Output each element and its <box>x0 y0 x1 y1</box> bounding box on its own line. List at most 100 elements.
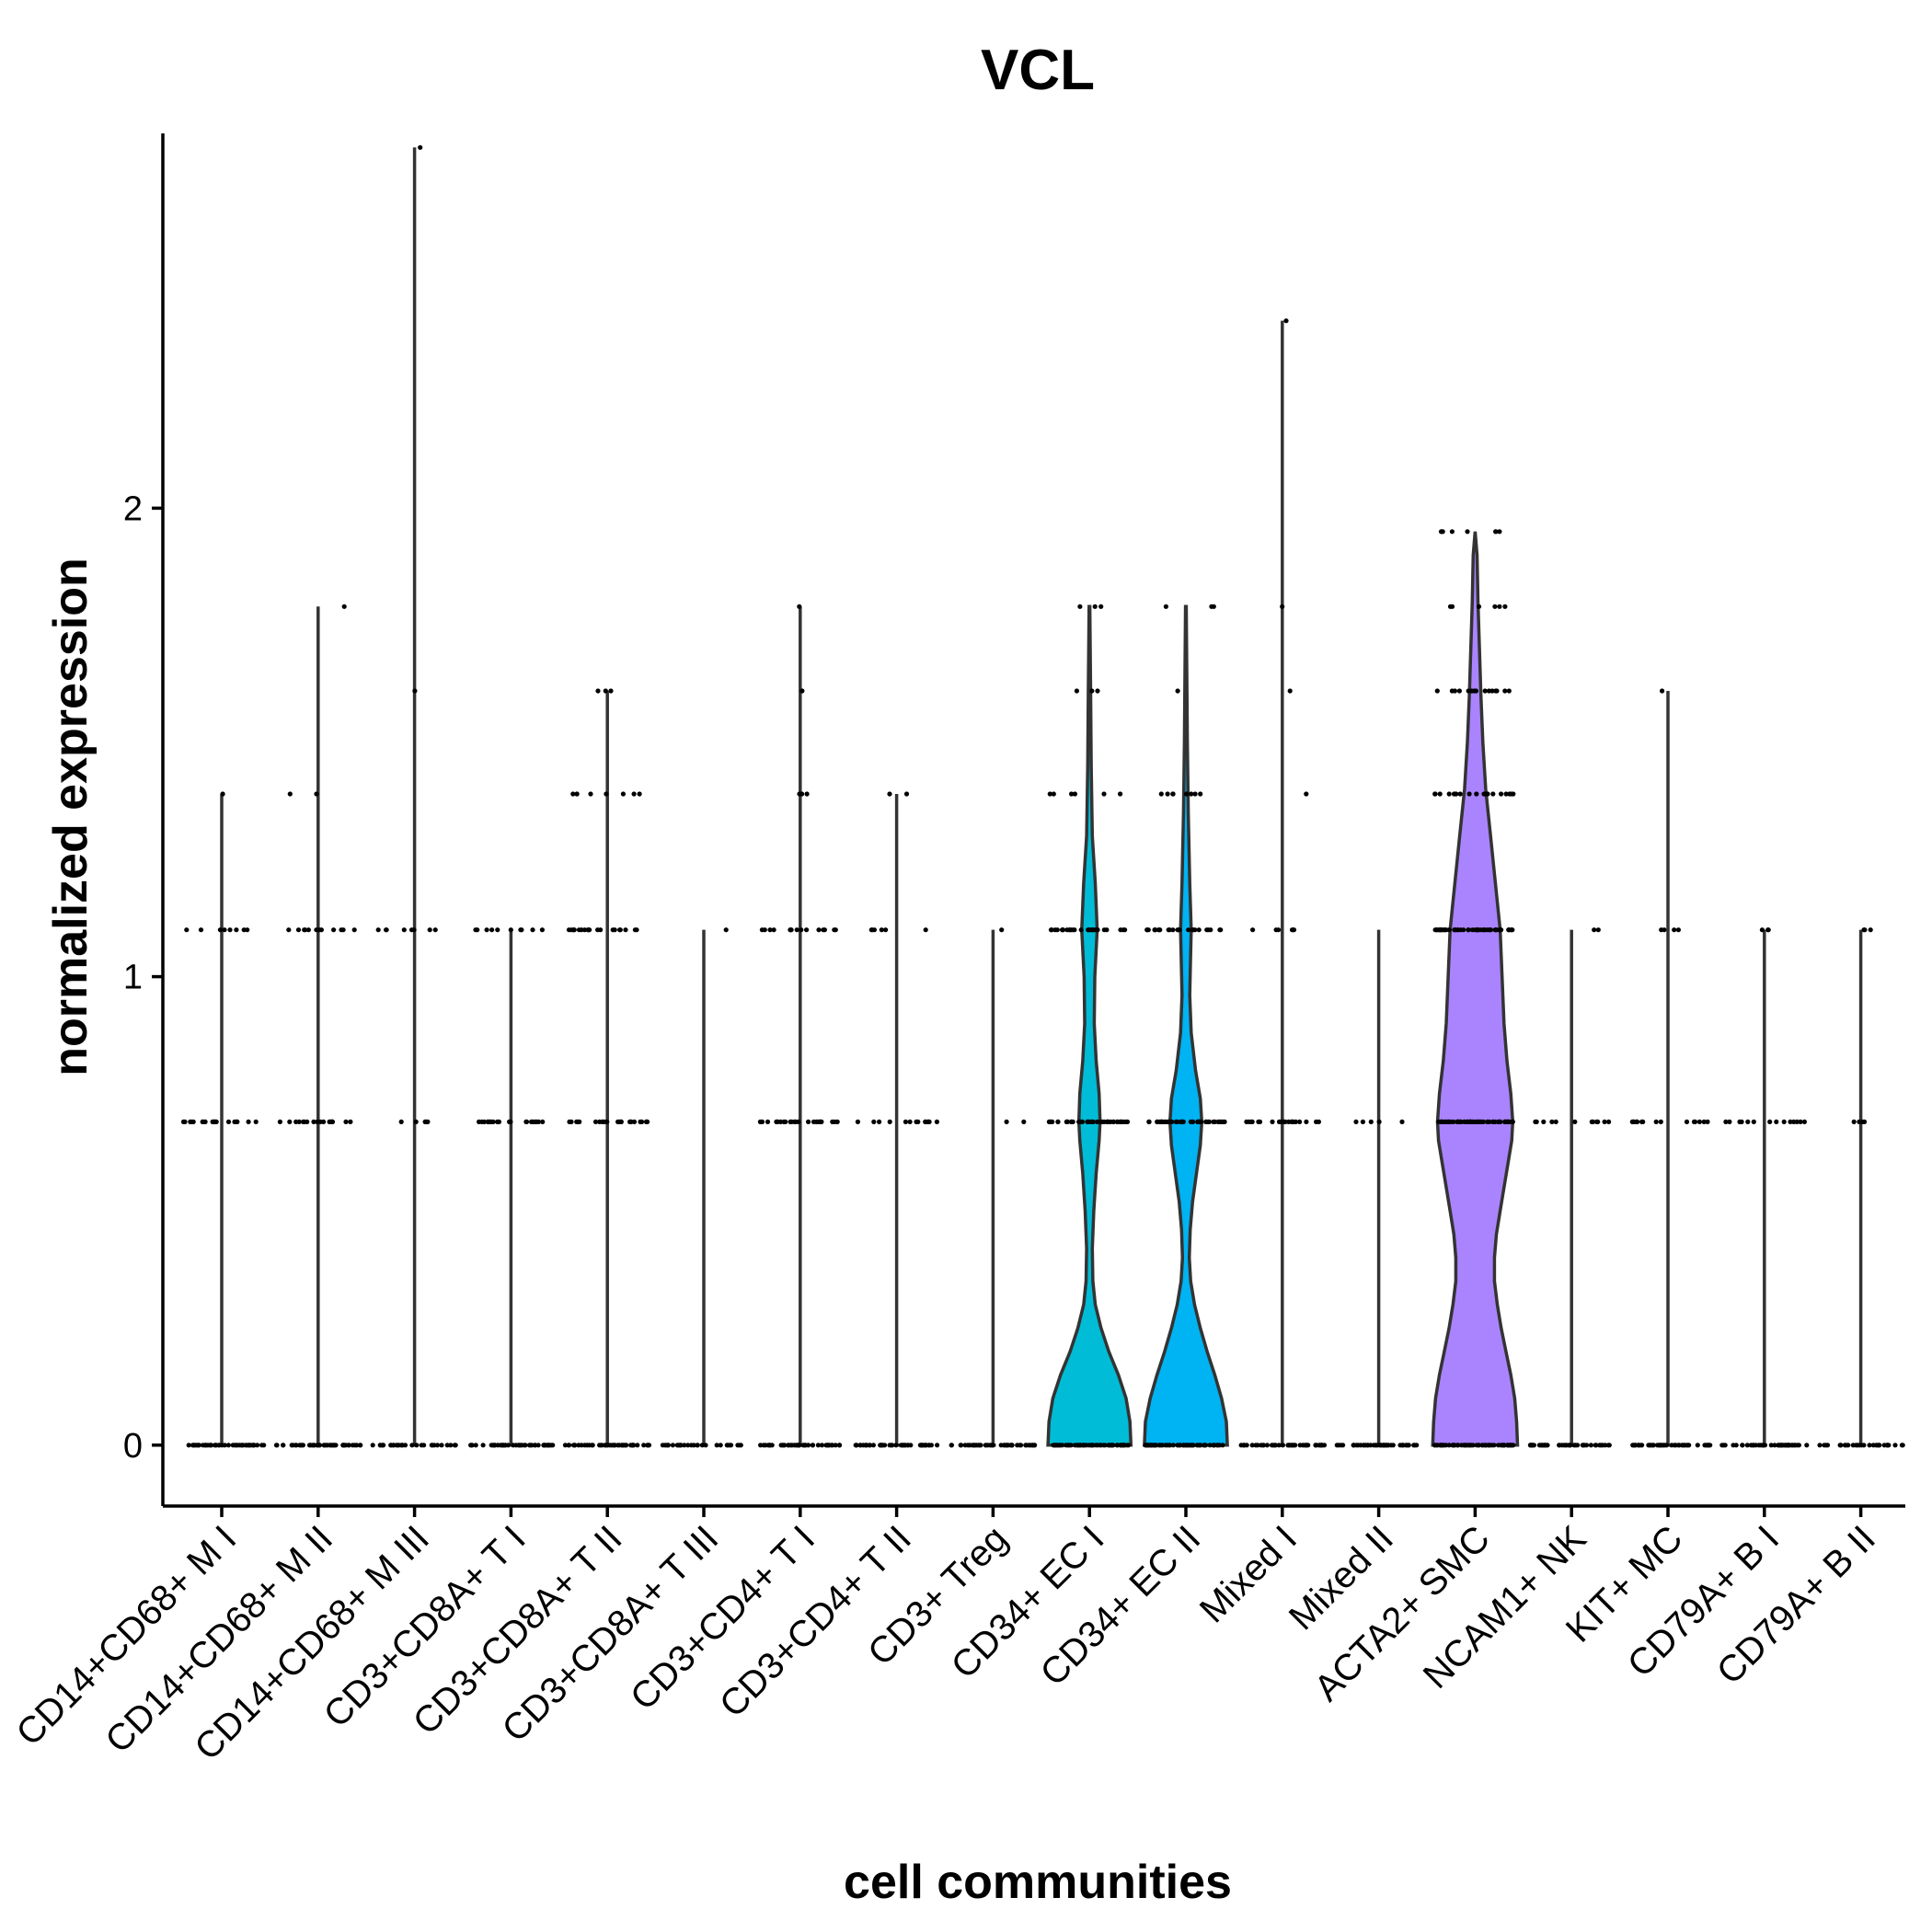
point-0-1-12 <box>253 1119 259 1124</box>
point-0-1-16 <box>190 1119 196 1124</box>
point-0-1-17 <box>232 1119 237 1124</box>
point-10-4-0 <box>1175 688 1180 694</box>
point-12-0-41 <box>1384 1443 1389 1448</box>
point-4-1-20 <box>600 1119 605 1124</box>
point-0-0-2 <box>230 1443 236 1448</box>
point-13-4-3 <box>1456 688 1462 694</box>
point-15-0-4 <box>1695 1443 1700 1448</box>
point-4-0-36 <box>590 1443 595 1448</box>
point-0-3-0 <box>220 791 225 797</box>
point-13-0-44 <box>1501 1443 1507 1448</box>
point-14-0-43 <box>1538 1443 1544 1448</box>
point-9-5-2 <box>1098 604 1104 609</box>
point-13-1-52 <box>1455 1119 1460 1124</box>
point-4-2-4 <box>566 927 572 933</box>
point-15-0-28 <box>1650 1443 1656 1448</box>
point-4-1-12 <box>618 1119 624 1124</box>
point-12-0-42 <box>1399 1443 1405 1448</box>
point-4-3-4 <box>604 791 609 797</box>
point-10-3-6 <box>1170 791 1176 797</box>
point-7-0-27 <box>854 1443 859 1448</box>
point-6-1-19 <box>817 1119 822 1124</box>
x-axis-title: cell communities <box>844 1856 1232 1909</box>
point-8-0-39 <box>1029 1443 1035 1448</box>
point-2-1-3 <box>422 1119 428 1124</box>
point-10-1-37 <box>1179 1119 1185 1124</box>
point-8-0-6 <box>983 1443 988 1448</box>
point-11-0-21 <box>1260 1443 1267 1448</box>
point-14-2-1 <box>1592 927 1597 933</box>
point-5-0-6 <box>699 1443 705 1448</box>
point-15-0-39 <box>1676 1443 1682 1448</box>
point-4-1-24 <box>627 1119 633 1124</box>
point-0-0-40 <box>213 1443 219 1448</box>
point-3-0-37 <box>468 1443 474 1448</box>
point-13-0-53 <box>1461 1443 1466 1448</box>
point-17-0-19 <box>1870 1443 1876 1448</box>
point-14-1-4 <box>1594 1119 1600 1124</box>
point-7-1-0 <box>887 1119 892 1124</box>
point-9-0-59 <box>1110 1443 1116 1448</box>
chart-title: VCL <box>981 39 1095 102</box>
point-4-2-17 <box>585 927 591 933</box>
point-13-5-4 <box>1502 604 1508 609</box>
point-9-0-51 <box>1090 1443 1096 1448</box>
point-17-1-2 <box>1861 1119 1868 1124</box>
point-5-0-19 <box>703 1443 708 1448</box>
point-0-1-20 <box>202 1119 208 1124</box>
point-1-2-3 <box>286 927 292 933</box>
point-0-2-4 <box>245 927 250 933</box>
point-8-0-38 <box>972 1443 978 1448</box>
point-10-2-23 <box>1176 927 1181 933</box>
point-7-0-44 <box>900 1443 905 1448</box>
point-0-0-43 <box>202 1443 208 1448</box>
point-9-0-43 <box>1114 1443 1120 1448</box>
point-13-2-46 <box>1485 927 1490 933</box>
point-15-1-0 <box>1705 1119 1710 1124</box>
point-5-0-14 <box>695 1443 700 1448</box>
point-11-2-1 <box>1250 927 1256 933</box>
point-1-0-39 <box>300 1443 305 1448</box>
point-3-2-6 <box>489 927 495 933</box>
point-3-1-10 <box>523 1119 530 1124</box>
point-11-0-28 <box>1313 1443 1318 1448</box>
point-0-2-5 <box>227 927 233 933</box>
point-13-0-52 <box>1450 1443 1455 1448</box>
point-15-0-14 <box>1686 1443 1692 1448</box>
point-1-0-38 <box>273 1443 280 1448</box>
point-1-2-5 <box>351 927 357 933</box>
point-13-0-59 <box>1504 1443 1511 1448</box>
point-9-0-42 <box>1080 1443 1087 1448</box>
y-axis-title: normalized expression <box>44 558 98 1076</box>
point-9-1-13 <box>1124 1119 1131 1124</box>
point-9-3-2 <box>1118 791 1123 797</box>
point-13-4-13 <box>1486 688 1492 694</box>
point-16-0-44 <box>1740 1443 1745 1448</box>
point-13-2-45 <box>1475 927 1480 933</box>
point-2-1-4 <box>398 1119 404 1124</box>
point-0-0-36 <box>259 1443 265 1448</box>
point-3-0-44 <box>541 1443 546 1448</box>
point-13-1-57 <box>1443 1119 1449 1124</box>
point-3-2-5 <box>473 927 478 933</box>
point-0-0-32 <box>190 1443 196 1448</box>
point-6-2-5 <box>816 927 822 933</box>
point-9-3-3 <box>1047 791 1052 797</box>
point-0-0-26 <box>255 1443 260 1448</box>
y-tick-label-2: 2 <box>123 489 143 528</box>
point-11-0-39 <box>1291 1443 1297 1448</box>
point-7-2-5 <box>923 927 928 933</box>
point-13-3-15 <box>1490 791 1496 797</box>
point-13-4-5 <box>1482 688 1488 694</box>
point-10-0-44 <box>1207 1443 1213 1448</box>
point-11-0-42 <box>1255 1443 1260 1448</box>
point-3-1-17 <box>477 1119 482 1124</box>
point-0-2-3 <box>222 927 227 933</box>
point-16-0-34 <box>1748 1443 1754 1448</box>
point-16-0-0 <box>1804 1443 1810 1448</box>
point-9-4-2 <box>1095 688 1100 694</box>
point-2-2-5 <box>408 927 415 933</box>
point-11-5-0 <box>1280 604 1285 609</box>
point-1-0-37 <box>309 1443 315 1448</box>
